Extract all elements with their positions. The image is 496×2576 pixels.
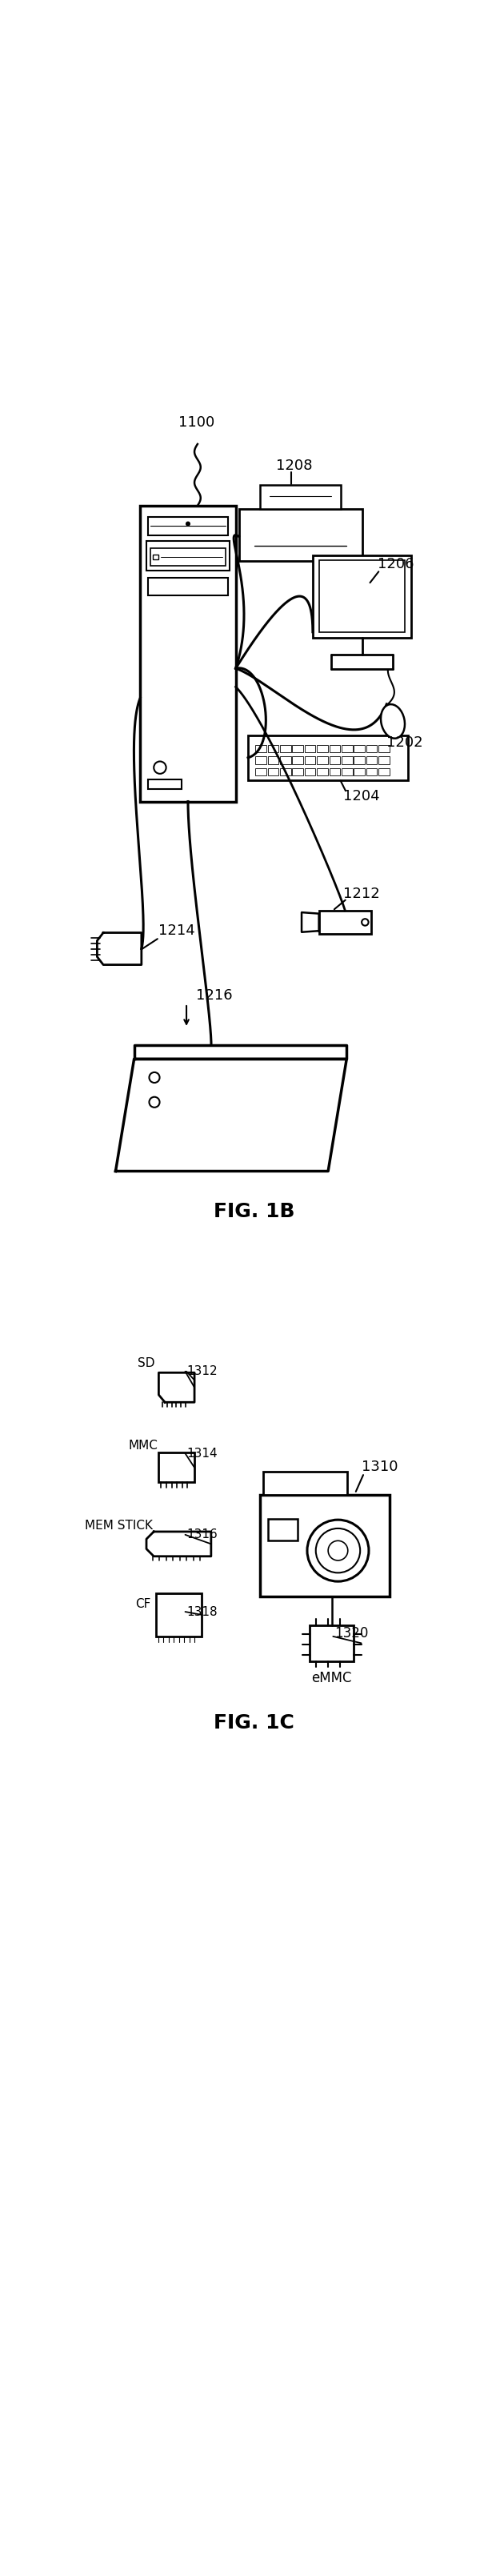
Text: MMC: MMC	[128, 1440, 158, 1450]
Text: FIG. 1C: FIG. 1C	[214, 1713, 295, 1731]
Text: 1310: 1310	[362, 1461, 398, 1473]
Bar	[317, 768, 328, 775]
Text: 1204: 1204	[344, 788, 380, 804]
Text: 1216: 1216	[196, 989, 232, 1002]
Bar	[354, 768, 365, 775]
Bar	[329, 768, 340, 775]
Bar	[280, 757, 291, 765]
Bar	[342, 744, 353, 752]
Bar	[146, 541, 230, 569]
Bar	[268, 1520, 297, 1540]
Polygon shape	[97, 933, 141, 966]
Bar	[317, 757, 328, 765]
Text: 1320: 1320	[334, 1625, 368, 1641]
Bar	[153, 554, 158, 559]
Bar	[260, 1494, 390, 1597]
Text: eMMC: eMMC	[311, 1672, 352, 1685]
Bar	[293, 768, 303, 775]
Bar	[148, 781, 182, 788]
Bar	[329, 757, 340, 765]
Bar	[329, 744, 340, 752]
Bar	[305, 744, 315, 752]
Bar	[150, 549, 226, 567]
Polygon shape	[134, 1046, 347, 1059]
Bar	[148, 518, 228, 536]
Polygon shape	[116, 1059, 347, 1172]
Text: 1100: 1100	[179, 415, 215, 430]
Bar	[378, 768, 389, 775]
Text: 1208: 1208	[276, 459, 312, 474]
Bar	[293, 744, 303, 752]
Bar	[378, 757, 389, 765]
Bar	[367, 757, 377, 765]
Ellipse shape	[381, 703, 405, 739]
Text: FIG. 1B: FIG. 1B	[214, 1200, 295, 1221]
Bar	[293, 757, 303, 765]
Bar	[342, 768, 353, 775]
Bar	[378, 744, 389, 752]
Bar	[280, 744, 291, 752]
Bar	[317, 744, 328, 752]
Bar	[268, 768, 279, 775]
Polygon shape	[159, 1373, 194, 1401]
Text: 1318: 1318	[186, 1605, 217, 1618]
Bar	[248, 737, 408, 781]
Bar	[312, 554, 411, 639]
Text: 1206: 1206	[377, 556, 414, 572]
Bar	[319, 559, 405, 631]
Bar	[280, 768, 291, 775]
Text: 1214: 1214	[159, 925, 195, 938]
Bar	[319, 909, 371, 935]
Bar	[255, 768, 266, 775]
Text: MEM STICK: MEM STICK	[85, 1520, 153, 1533]
Bar	[310, 1625, 354, 1662]
Bar	[148, 577, 228, 595]
Bar	[354, 744, 365, 752]
Bar	[260, 484, 340, 510]
Circle shape	[186, 523, 190, 526]
Bar	[305, 757, 315, 765]
Bar	[255, 744, 266, 752]
Bar	[367, 768, 377, 775]
Bar	[159, 1453, 194, 1481]
Bar	[140, 505, 236, 801]
Bar	[255, 757, 266, 765]
Bar	[367, 744, 377, 752]
Bar	[305, 768, 315, 775]
Text: 1314: 1314	[186, 1448, 217, 1461]
Bar	[342, 757, 353, 765]
Bar	[268, 744, 279, 752]
Text: 1316: 1316	[186, 1528, 217, 1540]
Text: 1312: 1312	[186, 1365, 217, 1378]
Text: 1212: 1212	[344, 886, 380, 902]
Bar	[156, 1595, 202, 1636]
Text: 1202: 1202	[387, 737, 423, 750]
Polygon shape	[146, 1533, 211, 1556]
Text: CF: CF	[135, 1597, 151, 1610]
Bar	[239, 510, 362, 562]
Bar	[268, 757, 279, 765]
Text: SD: SD	[138, 1358, 155, 1370]
Bar	[354, 757, 365, 765]
Bar	[263, 1471, 348, 1494]
